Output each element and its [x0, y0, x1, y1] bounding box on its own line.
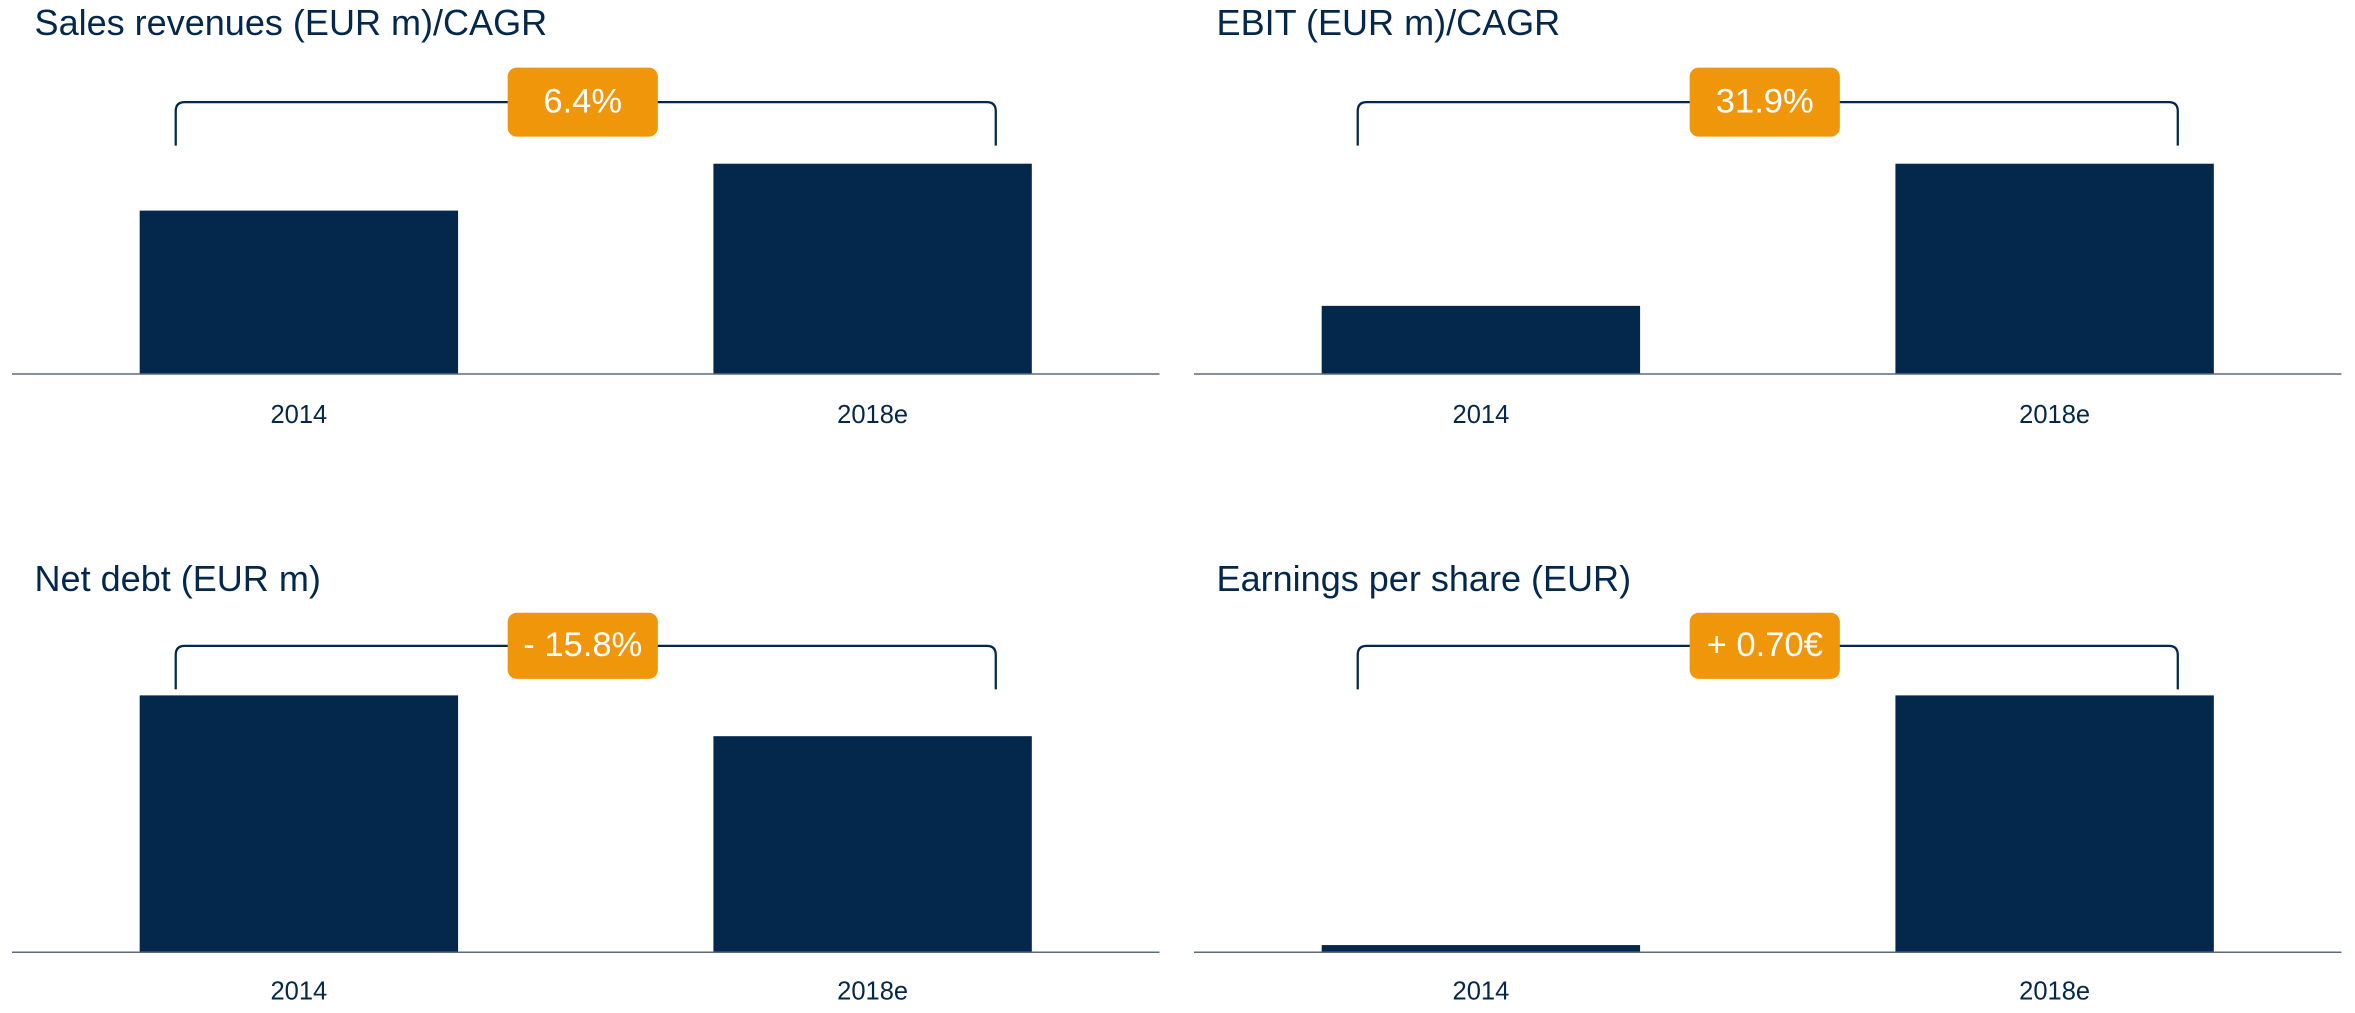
- x-tick-label: 2018e: [837, 978, 908, 1006]
- x-tick-label: 2018e: [2019, 978, 2090, 1006]
- chart-title: EBIT (EUR m)/CAGR: [1217, 2, 1561, 43]
- x-tick-label: 2014: [270, 978, 327, 1006]
- annotation-box: [1689, 67, 1840, 137]
- chart-title: Net debt (EUR m): [35, 558, 321, 599]
- bar: [713, 736, 1032, 953]
- bar: [1895, 695, 2214, 953]
- bar: [139, 210, 459, 374]
- chart-title: Earnings per share (EUR): [1217, 558, 1632, 599]
- annotation-box: [507, 67, 658, 137]
- x-tick-label: 2014: [270, 401, 327, 429]
- bar: [1321, 305, 1641, 374]
- x-tick-label: 2018e: [837, 401, 908, 429]
- bar: [1895, 163, 2214, 374]
- annotation-box: [1689, 612, 1840, 679]
- x-tick-label: 2014: [1453, 978, 1510, 1006]
- annotation: 6.4%: [543, 82, 622, 120]
- annotation: + 0.70€: [1707, 626, 1823, 664]
- annotation: - 15.8%: [523, 626, 642, 664]
- annotation: 31.9%: [1716, 82, 1814, 120]
- annotation-box: [507, 612, 658, 679]
- bar: [1321, 945, 1641, 953]
- bar: [139, 695, 459, 953]
- x-tick-label: 2018e: [2019, 401, 2090, 429]
- x-tick-label: 2014: [1453, 401, 1510, 429]
- bar: [713, 163, 1032, 374]
- chart-title: Sales revenues (EUR m)/CAGR: [35, 2, 548, 43]
